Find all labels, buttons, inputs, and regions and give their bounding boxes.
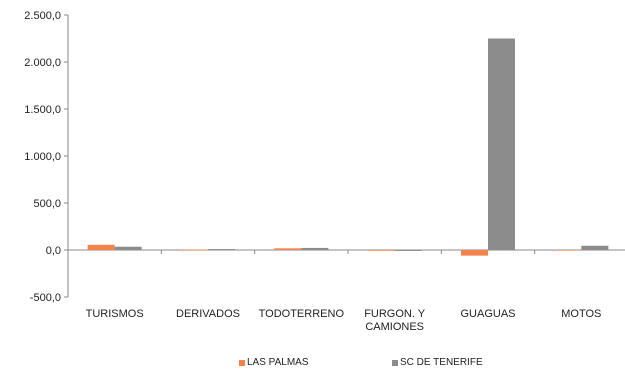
x-tick-label: DERIVADOS [176,308,240,320]
bar-sc-de-tenerife [581,245,609,250]
legend-item-las-palmas: LAS PALMAS [239,357,309,368]
bar-las-palmas [461,250,488,256]
x-tick-label: TURISMOS [86,308,144,320]
x-tick-label: GUAGUAS [460,308,515,320]
legend-label-sc-de-tenerife: SC DE TENERIFE [400,357,483,368]
bar-sc-de-tenerife [394,250,422,251]
y-axis: -500,0 0,0 500,0 1.000,0 1.500,0 2.000,0 2.500… [24,10,69,304]
legend-label-las-palmas: LAS PALMAS [247,357,309,368]
bar-sc-de-tenerife [301,247,329,250]
legend: LAS PALMAS SC DE TENERIFE [0,357,625,371]
bar-sc-de-tenerife [114,246,142,250]
bar-las-palmas [87,244,115,250]
legend-item-sc-de-tenerife: SC DE TENERIFE [392,357,483,368]
y-tick-label: 0,0 [46,245,61,257]
y-tick-label: 2.000,0 [24,57,61,69]
x-tick-label: TODOTERRENO [259,308,345,320]
bar-sc-de-tenerife [488,38,515,250]
bar-las-palmas [181,249,208,251]
bar-las-palmas [554,250,582,251]
y-tick-label: 500,0 [33,198,61,210]
bar-las-palmas [274,248,302,250]
bar-las-palmas [367,250,395,251]
y-tick-label: 1.500,0 [24,104,61,116]
legend-swatch-las-palmas [239,359,245,366]
x-tick-label: MOTOS [561,308,601,320]
legend-swatch-sc-de-tenerife [392,359,398,366]
y-tick-label: 2.500,0 [24,10,61,22]
bars [87,38,609,256]
y-tick-label: -500,0 [30,292,61,304]
x-tick-label: FURGON. Y CAMIONES [364,308,426,333]
x-axis: TURISMOS DERIVADOS TODOTERRENO FURGON. Y CAM… [68,249,625,333]
y-tick-label: 1.000,0 [24,151,61,163]
bar-sc-de-tenerife [208,249,235,250]
